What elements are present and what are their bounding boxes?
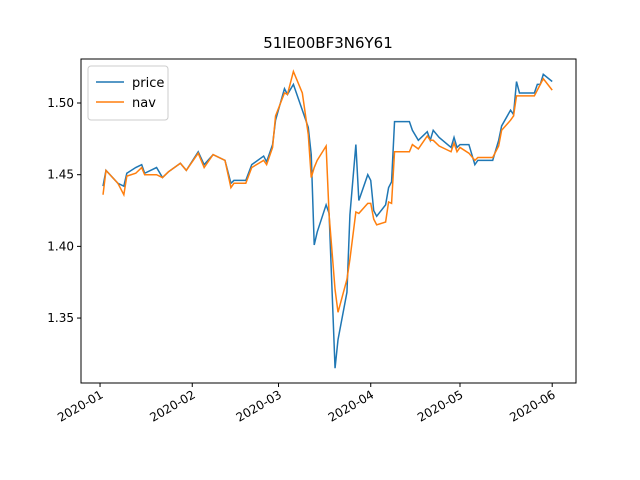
- legend-label: nav: [132, 96, 156, 111]
- x-tick-label: 2020-05: [415, 387, 465, 424]
- legend-label: price: [132, 76, 164, 91]
- line-series: [102, 69, 553, 313]
- legend-box: [87, 65, 169, 121]
- x-tick-label: 2020-06: [507, 387, 557, 424]
- line-series: [102, 73, 553, 369]
- x-tick-label: 2020-04: [326, 387, 376, 424]
- x-tick-label: 2020-02: [147, 387, 197, 424]
- y-tick-label: 1.35: [47, 311, 74, 325]
- y-tick-label: 1.50: [47, 96, 74, 110]
- x-tick-label: 2020-01: [55, 387, 105, 424]
- y-tick-label: 1.45: [47, 168, 74, 182]
- legend: price nav: [87, 65, 169, 121]
- plot-frame: [80, 58, 577, 384]
- chart-title: 51IE00BF3N6Y61: [263, 34, 393, 52]
- y-tick-label: 1.40: [47, 239, 74, 253]
- x-tick-label: 2020-03: [234, 387, 284, 424]
